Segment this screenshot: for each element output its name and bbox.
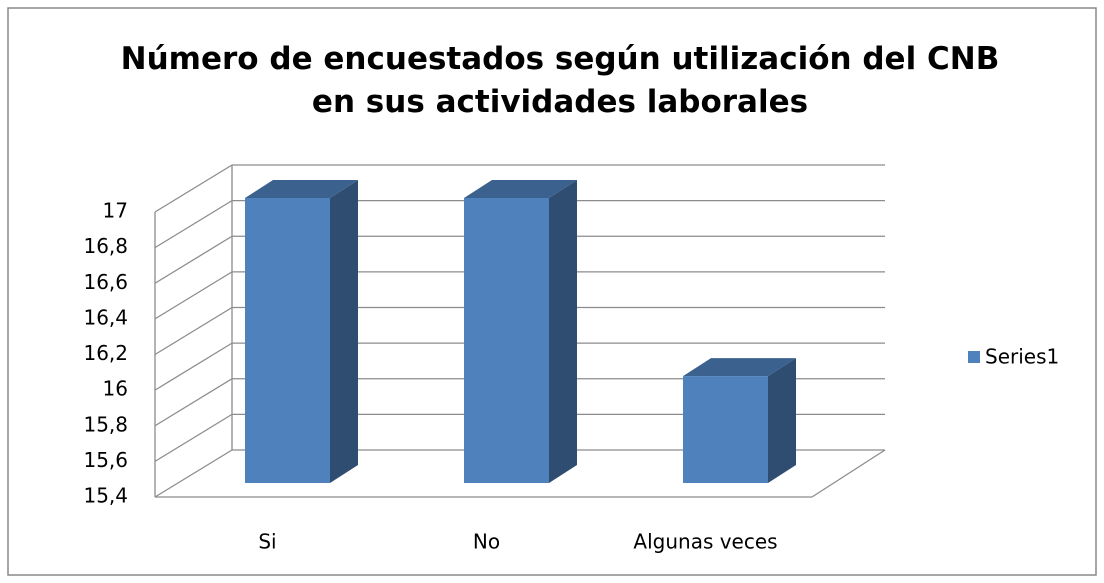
grid-line: [154, 200, 233, 249]
x-tick-label: Algunas veces: [633, 530, 777, 554]
x-tick-label: Si: [258, 530, 276, 554]
y-tick-label: 15,6: [83, 448, 128, 472]
grid-line: [154, 164, 233, 213]
y-tick-label: 17: [103, 199, 128, 223]
floor-edge: [811, 449, 886, 498]
y-tick-label: 16: [103, 377, 128, 401]
bar-top: [683, 358, 796, 377]
legend-swatch: [968, 351, 980, 363]
grid-line: [154, 271, 233, 320]
y-tick-label: 15,8: [83, 412, 128, 436]
chart-title: Número de encuestados según utilización …: [121, 41, 1000, 120]
x-tick-label: No: [473, 530, 500, 554]
grid-line: [154, 235, 233, 284]
y-tick-label: 16,4: [83, 305, 128, 329]
bar-side: [330, 180, 358, 483]
legend-label: Series1: [985, 345, 1059, 369]
bar-top: [464, 180, 577, 198]
bar: [464, 198, 549, 483]
y-tick-label: 16,2: [83, 341, 128, 365]
grid-line: [154, 306, 233, 356]
bar-top: [245, 180, 358, 198]
bar-side: [549, 180, 577, 483]
bar: [245, 198, 330, 483]
grid-line: [154, 378, 233, 427]
bar-side: [768, 358, 796, 483]
bar: [683, 376, 768, 483]
grid-line: [154, 449, 233, 498]
y-tick-label: 16,6: [83, 270, 128, 294]
grid-line: [154, 413, 233, 462]
grid-line: [154, 342, 233, 391]
y-tick-label: 15,4: [83, 484, 128, 508]
y-tick-label: 16,8: [83, 234, 128, 258]
